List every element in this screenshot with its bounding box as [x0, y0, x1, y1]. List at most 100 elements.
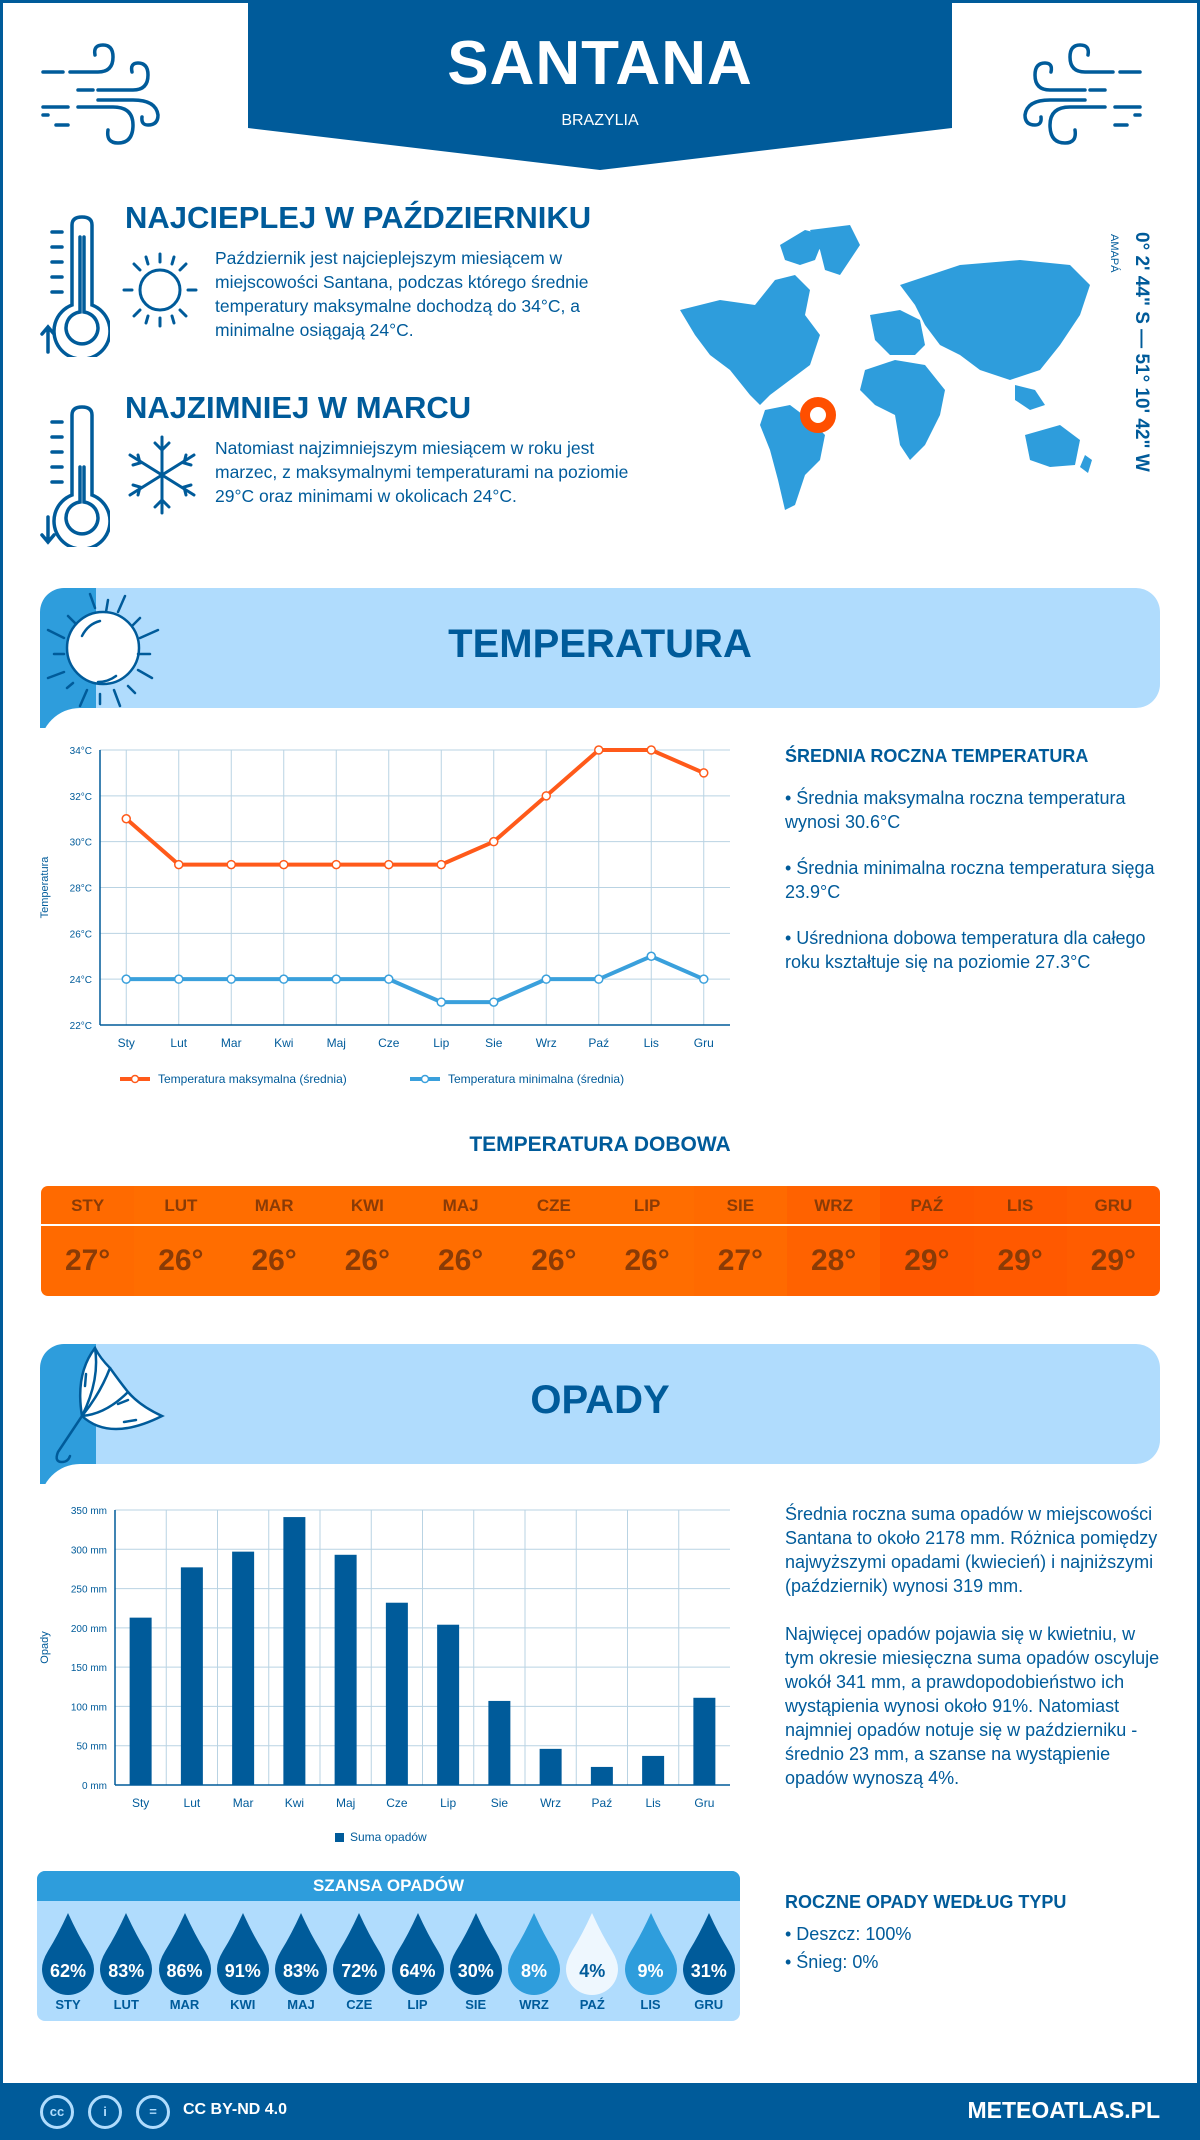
header-curve [40, 708, 340, 768]
data-point [541, 791, 551, 801]
city-name: SANTANA [447, 29, 753, 98]
bar [488, 1700, 511, 1785]
data-point [331, 859, 341, 870]
legend-marker [420, 1074, 430, 1084]
y-tick-label: 300 mm [71, 1545, 107, 1556]
summary-bullet: • Średnia minimalna roczna temperatura s… [785, 858, 1155, 902]
chance-drop: 64% LIP [389, 1901, 447, 2021]
x-tick-label: Maj [336, 1796, 355, 1810]
month-label: LIS [973, 1186, 1067, 1226]
chance-value: 72% [341, 1961, 378, 1981]
temperature-section-header: TEMPERATURA [40, 588, 1160, 768]
temp-value: 26° [531, 1244, 577, 1277]
x-tick-label: Sie [485, 1036, 503, 1050]
temp-value: 26° [437, 1244, 484, 1277]
x-tick-label: Lut [170, 1036, 187, 1050]
temp-value: 27° [64, 1244, 111, 1277]
x-tick-label: Paź [592, 1796, 613, 1810]
data-point [646, 951, 656, 961]
x-tick-label: Wrz [540, 1796, 561, 1810]
x-tick-label: Kwi [274, 1036, 293, 1050]
header-curve [40, 1464, 340, 1524]
umbrella-icon [55, 1345, 165, 1464]
temp-value: 29° [1090, 1244, 1137, 1277]
raindrop-icon [216, 1913, 269, 1995]
coldest-fact: NAJZIMNIEJ W MARCU Natomiast najzimniejs… [40, 390, 640, 550]
y-tick-label: 350 mm [71, 1506, 107, 1517]
bar [385, 1602, 408, 1785]
bar [590, 1766, 613, 1785]
bar [334, 1554, 357, 1785]
cc-icon: cc [40, 2095, 74, 2129]
chance-drop: 4% PAŹ [563, 1901, 621, 2021]
temp-value: 28° [810, 1244, 857, 1277]
thermometer-up-icon [40, 215, 110, 357]
data-point [489, 836, 499, 847]
daily-temp-cell: PAŹ 29° [880, 1186, 974, 1296]
daily-temp-cell: GRU 29° [1066, 1186, 1160, 1296]
temperature-summary: ŚREDNIA ROCZNA TEMPERATURA • Średnia mak… [785, 744, 1160, 996]
chance-drop: 62% STY [39, 1901, 97, 2021]
data-point [594, 745, 604, 755]
chance-drops: 62% STY 83% LUT 86% MAR 91% KWI 83% MAJ 72% CZE 64% L… [37, 1901, 740, 2021]
x-tick-label: Cze [378, 1036, 400, 1050]
y-tick-label: 30°C [70, 838, 92, 849]
license-link[interactable]: CC BY-ND 4.0 [183, 2101, 288, 2118]
chance-value: 83% [108, 1961, 145, 1981]
raindrop-icon [624, 1913, 677, 1995]
x-tick-label: Lut [184, 1796, 201, 1810]
y-tick-label: 22°C [70, 1021, 92, 1032]
x-tick-label: Lip [433, 1036, 449, 1050]
summary-bullet: • Uśredniona dobowa temperatura dla całe… [785, 928, 1146, 972]
month-label: CZE [346, 1997, 373, 2012]
data-point [699, 768, 709, 778]
y-tick-label: 50 mm [76, 1742, 107, 1753]
x-tick-label: Kwi [285, 1796, 304, 1810]
precip-title: OPADY [530, 1378, 670, 1422]
y-tick-label: 200 mm [71, 1624, 107, 1635]
brand-link[interactable]: METEOATLAS.PL [967, 2097, 1160, 2123]
month-label: PAŹ [579, 1997, 605, 2012]
temp-value: 26° [251, 1244, 297, 1277]
data-point [279, 974, 289, 984]
bar [642, 1755, 665, 1785]
precip-summary: Średnia roczna suma opadów w miejscowośc… [785, 1502, 1160, 1812]
precip-type: ROCZNE OPADY WEDŁUG TYPU • Deszcz: 100% … [785, 1890, 1160, 1974]
chance-value: 64% [399, 1961, 436, 1981]
raindrop-icon [449, 1913, 502, 1995]
chance-value: 62% [49, 1961, 87, 1981]
chance-value: 8% [520, 1961, 547, 1981]
data-point [121, 814, 131, 824]
chance-value: 91% [224, 1961, 261, 1981]
chance-drop: 31% GRU [680, 1901, 738, 2021]
x-tick-label: Gru [694, 1796, 714, 1810]
y-tick-label: 0 mm [82, 1781, 107, 1792]
type-item: • Śnieg: 0% [785, 1952, 879, 1972]
data-point [384, 859, 394, 870]
daily-temp-cell: MAR 26° [227, 1186, 321, 1296]
daily-temp-cell: LIP 26° [600, 1186, 694, 1296]
chance-value: 4% [579, 1961, 606, 1981]
daily-temp-cell: MAJ 26° [414, 1186, 508, 1296]
coords-text: 0° 2' 44" S — 51° 10' 42" W [1131, 232, 1152, 472]
legend-label: Temperatura maksymalna (średnia) [158, 1072, 347, 1086]
temp-value: 26° [344, 1244, 391, 1277]
daily-temp-cell: WRZ 28° [787, 1186, 881, 1296]
y-tick-label: 34°C [70, 746, 92, 757]
temp-value: 29° [997, 1244, 1043, 1277]
daily-temp-cell: STY 27° [41, 1186, 135, 1296]
chance-drop: 83% MAJ [272, 1901, 330, 2021]
data-point [226, 974, 236, 984]
data-point [594, 974, 604, 984]
warmest-text: Październik jest najcieplejszym miesiące… [215, 248, 589, 340]
month-label: WRZ [787, 1186, 881, 1226]
y-tick-label: 26°C [70, 929, 92, 940]
warmest-title: NAJCIEPLEJ W PAŹDZIERNIKU [125, 200, 592, 235]
month-label: GRU [1066, 1186, 1160, 1226]
bar [539, 1748, 562, 1785]
bar [283, 1517, 306, 1785]
x-tick-label: Maj [327, 1036, 346, 1050]
daily-temp-cell: LIS 29° [973, 1186, 1067, 1296]
chance-value: 86% [166, 1961, 203, 1981]
temp-value: 27° [717, 1244, 764, 1277]
